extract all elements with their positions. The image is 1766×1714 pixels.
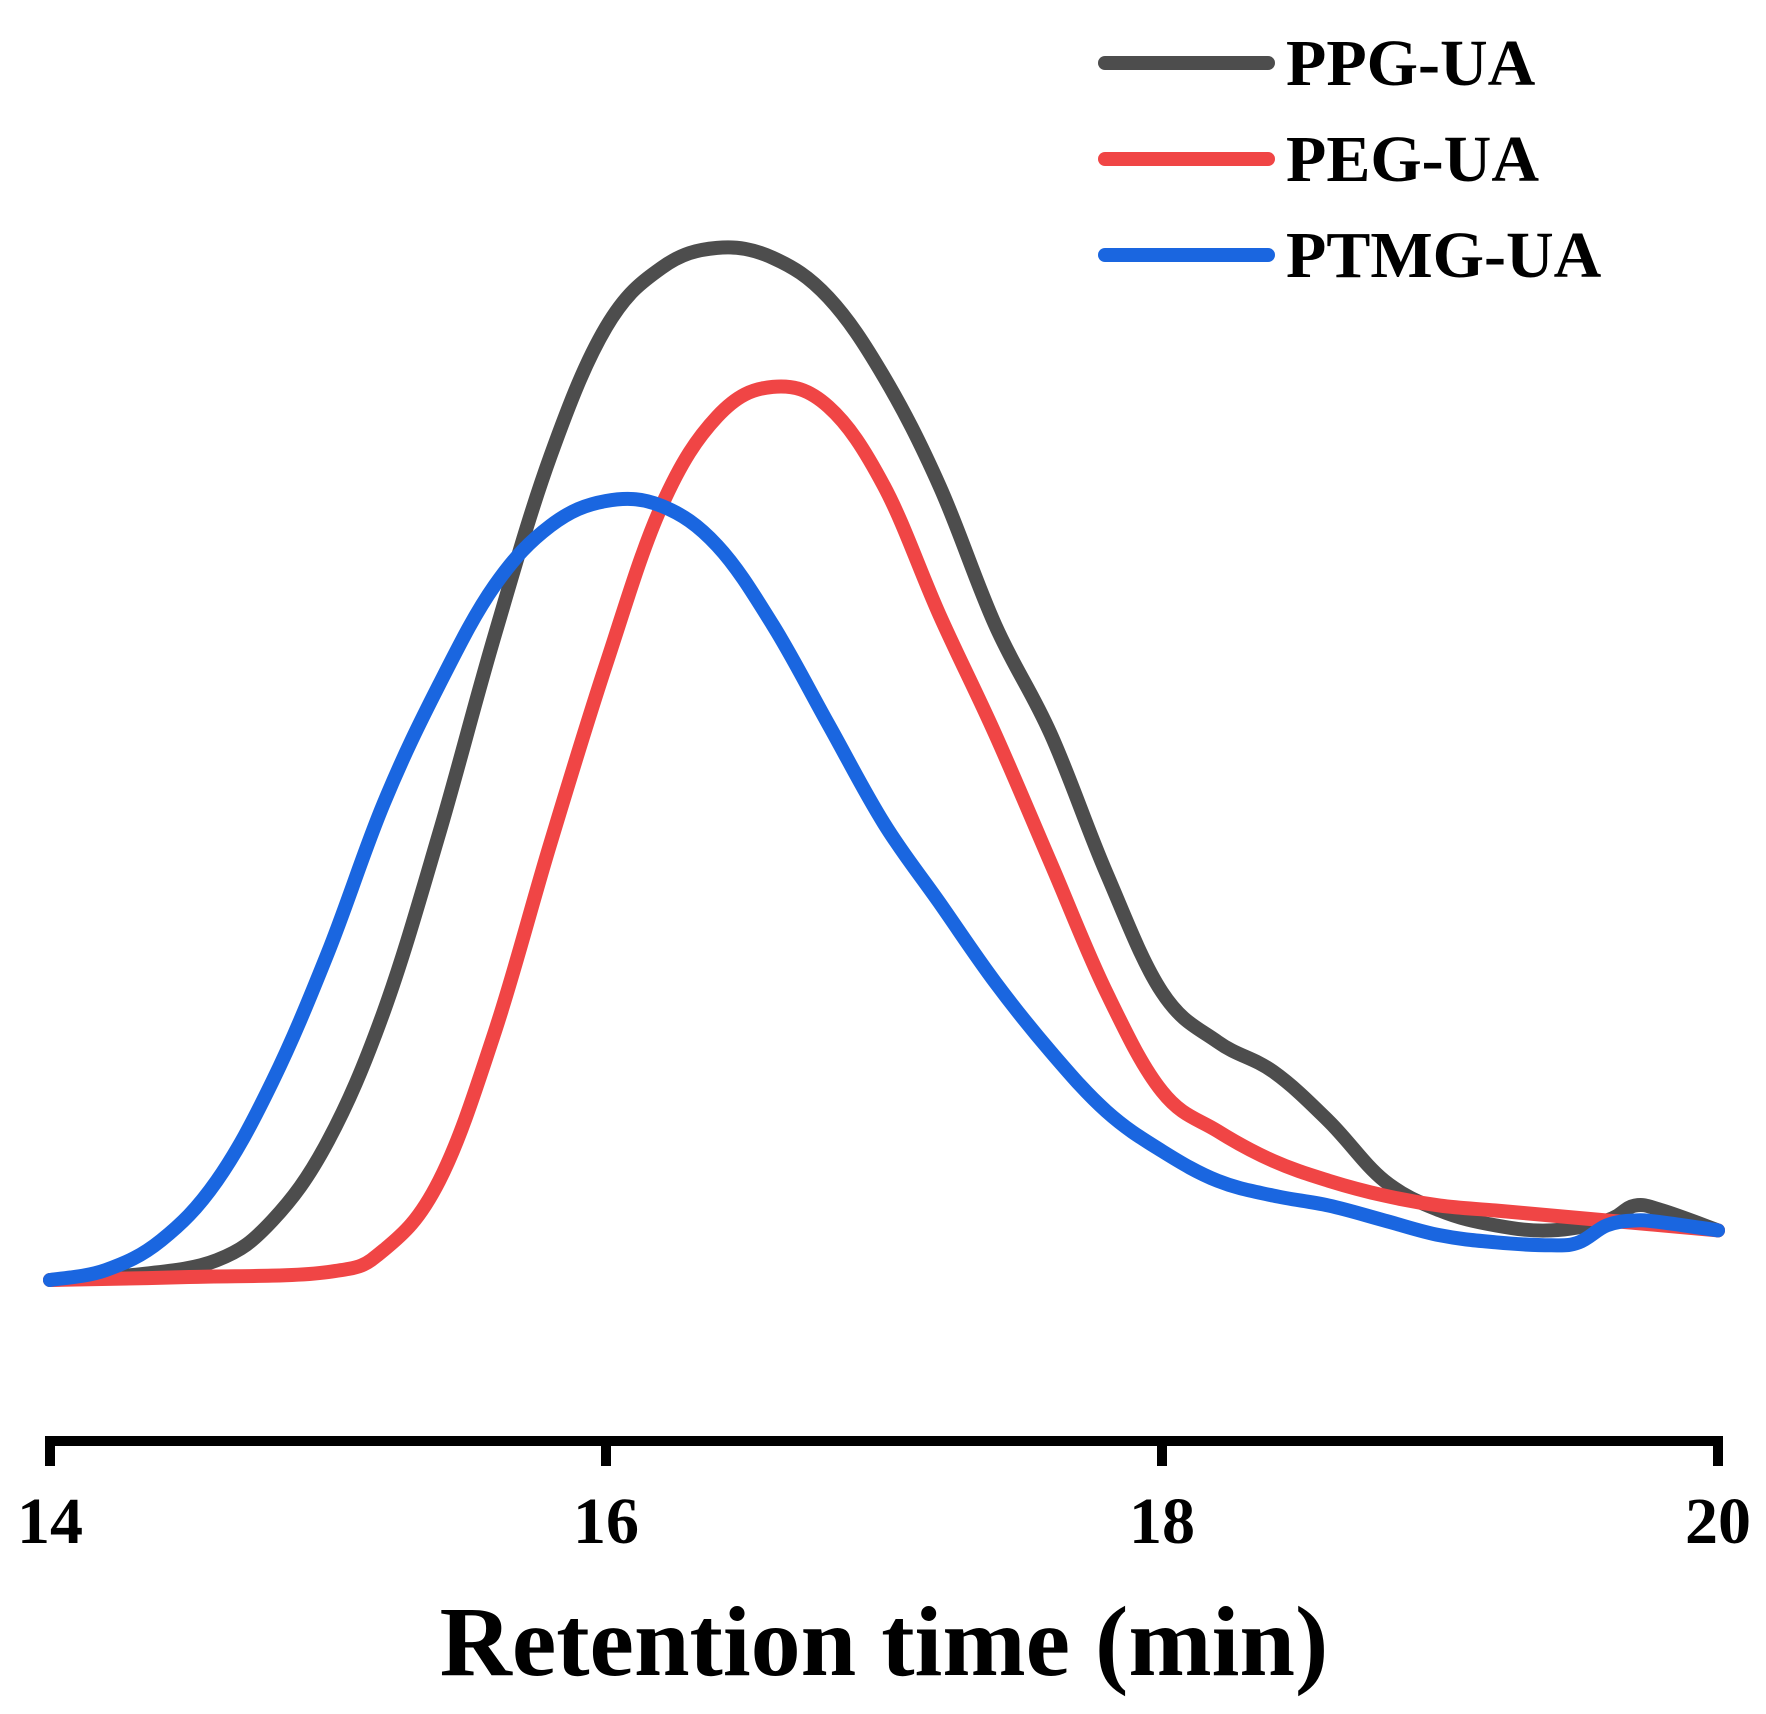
legend-label-peg-ua: PEG-UA bbox=[1286, 123, 1539, 196]
x-axis-title: Retention time (min) bbox=[440, 1586, 1329, 1697]
series-line-ptmg-ua bbox=[43, 491, 1725, 1287]
legend: PPG-UA PEG-UA PTMG-UA bbox=[1098, 27, 1602, 292]
legend-label-ppg-ua: PPG-UA bbox=[1286, 27, 1536, 100]
legend-item-ptmg-ua: PTMG-UA bbox=[1098, 219, 1602, 292]
x-axis: 14 16 18 20 Retention time (min) bbox=[17, 1436, 1751, 1697]
x-tick-label-14: 14 bbox=[17, 1485, 83, 1558]
x-tick-label-16: 16 bbox=[573, 1485, 639, 1558]
series-line-ppg-ua bbox=[43, 240, 1725, 1287]
x-tick-label-18: 18 bbox=[1129, 1485, 1195, 1558]
x-tick-label-20: 20 bbox=[1685, 1485, 1751, 1558]
legend-item-peg-ua: PEG-UA bbox=[1098, 123, 1539, 196]
series-line-peg-ua bbox=[43, 379, 1725, 1287]
legend-item-ppg-ua: PPG-UA bbox=[1098, 27, 1536, 100]
legend-label-ptmg-ua: PTMG-UA bbox=[1286, 219, 1602, 292]
x-ticks: 14 16 18 20 bbox=[17, 1441, 1751, 1558]
plot-series-group bbox=[43, 240, 1725, 1287]
